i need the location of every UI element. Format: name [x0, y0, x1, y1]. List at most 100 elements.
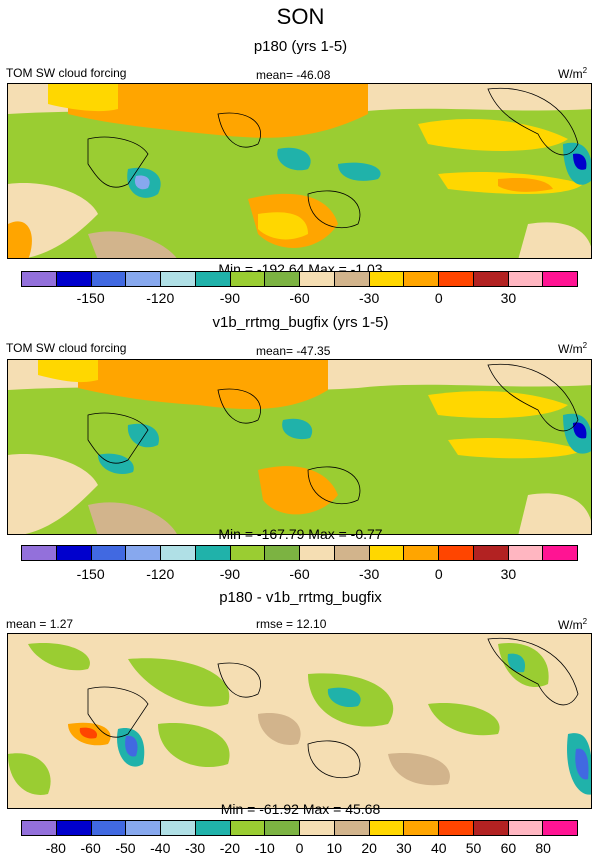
panel-1-mean-label: mean= -46.08 — [256, 68, 331, 82]
colorbar-swatch — [22, 821, 57, 835]
colorbar-swatch — [265, 821, 300, 835]
colorbar-tick-label: -40 — [150, 840, 171, 856]
colorbar-swatch — [126, 546, 161, 560]
panel-2-units: W/m2 — [558, 341, 588, 356]
colorbar-swatch — [195, 821, 231, 835]
colorbar-tick-label: 0 — [434, 290, 443, 306]
panel-2-minmax: Min = -167.79 Max = -0.77 — [218, 526, 383, 542]
colorbar-swatch — [473, 272, 509, 286]
colorbar-swatch — [334, 546, 370, 560]
colorbar-tick-label: 20 — [361, 840, 377, 856]
colorbar-tick-label: 40 — [430, 840, 447, 856]
colorbar-tick-label: -60 — [289, 290, 310, 306]
colorbar-tick-label: -30 — [184, 840, 206, 856]
colorbar-tick-label: -120 — [146, 290, 175, 306]
panel-3-units: W/m2 — [558, 617, 588, 632]
panel-2-map — [7, 359, 592, 535]
colorbar-swatch — [126, 821, 161, 835]
colorbar-tick-label: -60 — [80, 840, 101, 856]
panel-2-variable-label: TOM SW cloud forcing — [6, 341, 127, 355]
colorbar-swatch — [56, 821, 92, 835]
colorbar-swatch — [439, 821, 474, 835]
colorbar-swatch — [543, 272, 577, 286]
colorbar-swatch — [439, 546, 474, 560]
colorbar-swatch — [404, 272, 439, 286]
panel-3-colorbar-ticks: -80 -60 -50 -40 -30 -20 -10 0 10 20 30 40 50 60 80 — [21, 840, 578, 856]
colorbar-swatch — [265, 272, 300, 286]
panel-2-title: v1b_rrtmg_bugfix (yrs 1-5) — [212, 314, 389, 331]
colorbar-swatch — [334, 821, 370, 835]
colorbar-tick-label: -120 — [146, 566, 175, 582]
colorbar-swatch — [126, 272, 161, 286]
colorbar-swatch — [56, 272, 92, 286]
colorbar-swatch — [22, 546, 57, 560]
colorbar-swatch — [543, 546, 577, 560]
colorbar-tick-label: -90 — [219, 566, 240, 582]
colorbar-swatch — [543, 821, 577, 835]
colorbar-tick-label: 10 — [326, 840, 343, 856]
panel-3-mean-label: mean = 1.27 — [6, 617, 74, 631]
colorbar-tick-label: -10 — [254, 840, 275, 856]
panel-2-mean-label: mean= -47.35 — [256, 344, 331, 358]
colorbar-tick-label: -60 — [289, 566, 310, 582]
panel-1-variable-label: TOM SW cloud forcing — [6, 66, 127, 80]
colorbar-tick-label: -20 — [219, 840, 240, 856]
colorbar-tick-label: -90 — [219, 290, 240, 306]
colorbar-tick-label: -30 — [359, 290, 380, 306]
panel-2-colorbar — [21, 545, 578, 561]
colorbar-tick-label: 50 — [465, 840, 482, 856]
colorbar-tick-label: -30 — [359, 566, 380, 582]
panel-2-colorbar-ticks: -150 -120 -90 -60 -30 0 30 — [21, 566, 578, 582]
panel-3-minmax: Min = -61.92 Max = 45.68 — [220, 801, 381, 817]
panel-3-title: p180 - v1b_rrtmg_bugfix — [219, 589, 382, 606]
colorbar-swatch — [508, 272, 544, 286]
colorbar-swatch — [439, 272, 474, 286]
panel-3-map — [7, 633, 592, 809]
colorbar-tick-label: -150 — [76, 566, 105, 582]
colorbar-swatch — [369, 821, 405, 835]
colorbar-swatch — [369, 272, 405, 286]
colorbar-tick-label: 30 — [500, 290, 517, 306]
colorbar-swatch — [300, 821, 335, 835]
colorbar-swatch — [91, 272, 127, 286]
colorbar-swatch — [230, 546, 266, 560]
panel-3-colorbar — [21, 820, 578, 836]
colorbar-tick-label: 0 — [434, 566, 443, 582]
colorbar-swatch — [230, 272, 266, 286]
colorbar-swatch — [230, 821, 266, 835]
colorbar-swatch — [334, 272, 370, 286]
figure-title: SON — [276, 4, 325, 29]
colorbar-tick-label: 0 — [295, 840, 304, 856]
colorbar-tick-label: 30 — [500, 566, 517, 582]
colorbar-swatch — [22, 272, 57, 286]
colorbar-tick-label: -150 — [76, 290, 105, 306]
colorbar-swatch — [508, 546, 544, 560]
colorbar-swatch — [300, 546, 335, 560]
colorbar-swatch — [161, 272, 196, 286]
colorbar-swatch — [473, 821, 509, 835]
colorbar-swatch — [161, 546, 196, 560]
panel-1-map — [7, 83, 592, 259]
colorbar-swatch — [473, 546, 509, 560]
colorbar-swatch — [195, 272, 231, 286]
colorbar-swatch — [265, 546, 300, 560]
colorbar-tick-label: 60 — [500, 840, 517, 856]
colorbar-swatch — [91, 546, 127, 560]
colorbar-tick-label: -80 — [45, 840, 66, 856]
colorbar-tick-label: 80 — [535, 840, 551, 856]
panel-1-colorbar — [21, 271, 578, 287]
colorbar-swatch — [56, 546, 92, 560]
colorbar-swatch — [161, 821, 196, 835]
colorbar-swatch — [369, 546, 405, 560]
colorbar-swatch — [404, 821, 439, 835]
colorbar-swatch — [300, 272, 335, 286]
panel-1-colorbar-ticks: -150 -120 -90 -60 -30 0 30 — [21, 290, 578, 306]
panel-1-title: p180 (yrs 1-5) — [253, 38, 348, 55]
panel-1-units: W/m2 — [558, 66, 588, 81]
colorbar-tick-label: 30 — [396, 840, 412, 856]
colorbar-tick-label: -50 — [115, 840, 136, 856]
colorbar-swatch — [91, 821, 127, 835]
colorbar-swatch — [404, 546, 439, 560]
colorbar-swatch — [508, 821, 544, 835]
panel-3-rmse-label: rmse = 12.10 — [256, 617, 327, 631]
